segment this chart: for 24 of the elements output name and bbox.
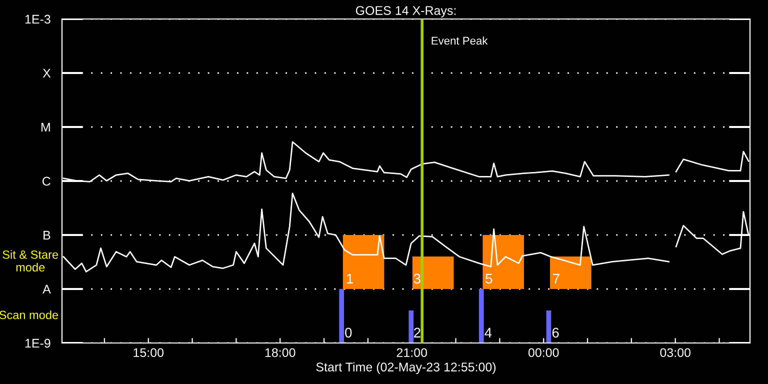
y-tick-label: M [42, 122, 50, 132]
annotation: 1 [347, 274, 354, 284]
annotation: 0 [345, 328, 352, 338]
y-tick-label: C [42, 176, 50, 186]
y-tick-label: 1E-9 [25, 338, 50, 348]
y-tick-label: A [42, 284, 51, 294]
x-tick-label: 15:00 [134, 348, 164, 358]
chart-title: GOES 14 X-Rays: [356, 6, 456, 18]
x-tick-label: 18:00 [265, 348, 296, 358]
annotation: 6 [552, 328, 559, 338]
ref-line-label: Event Peak [432, 36, 488, 45]
text: Sit & Stare mode [2, 250, 58, 272]
x-axis-title: Start Time (02-May-23 12:55:00) [316, 362, 496, 374]
y-tick-label: 1E-3 [25, 14, 50, 24]
annotation: 2 [414, 328, 420, 338]
x-tick-label: 21:00 [396, 348, 428, 358]
x-tick-label: 00:00 [528, 348, 559, 358]
y-tick-label: B [44, 230, 50, 240]
annotation: 4 [484, 328, 492, 338]
annotation: 5 [486, 274, 492, 284]
x-tick-label: 03:00 [660, 348, 690, 358]
annotation: 3 [414, 274, 420, 284]
annotation: 7 [553, 274, 560, 284]
y-tick-label: X [42, 68, 51, 78]
